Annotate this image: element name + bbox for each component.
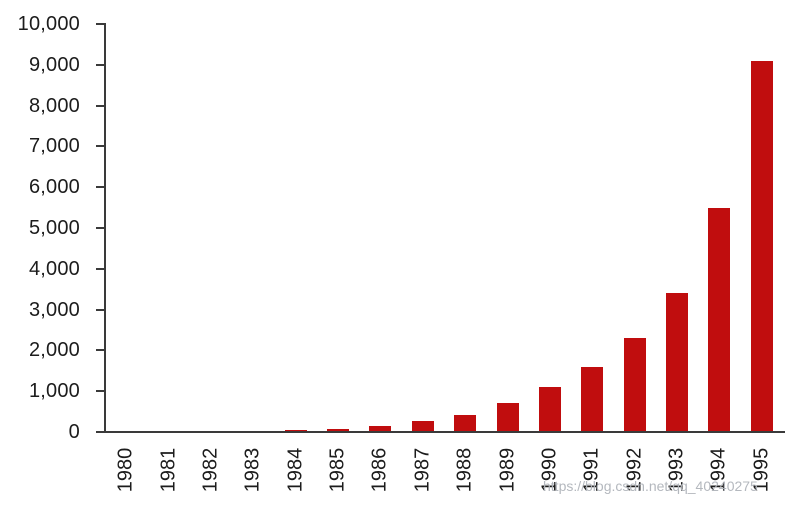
bar-slot [444, 24, 486, 432]
y-tick-label: 0 [68, 421, 80, 443]
y-tick-label: 1,000 [28, 380, 80, 403]
bar-slot [571, 24, 613, 432]
y-axis-tick [96, 145, 105, 148]
y-axis-tick [96, 104, 105, 107]
y-tick-label: 2,000 [28, 339, 80, 362]
y-tick-label: 5,000 [28, 217, 80, 239]
y-tick-label: 4,000 [28, 257, 80, 280]
y-tick-label: 9,000 [28, 53, 80, 76]
bar-slot [656, 24, 698, 432]
bar-slot [105, 24, 147, 432]
x-tick-label-1985: 1985 [326, 447, 349, 493]
bar-slot [402, 24, 444, 432]
bar-slot [698, 24, 740, 432]
bar-1984 [284, 429, 307, 432]
bar-slot [147, 24, 189, 432]
x-tick-label-1982: 1982 [199, 447, 222, 493]
y-axis-tick [96, 23, 105, 25]
bar-1986 [369, 425, 392, 432]
x-tick-label-1984: 1984 [284, 447, 307, 493]
bar-1985 [327, 428, 350, 432]
y-tick-label: 8,000 [28, 94, 80, 117]
y-axis-line [104, 23, 106, 433]
y-axis-tick [96, 63, 105, 66]
y-axis-tick [96, 308, 105, 311]
plot-area [105, 24, 783, 432]
y-tick-label: 10,000 [17, 13, 80, 35]
bar-slot [741, 24, 783, 432]
watermark: https://blog.csdn.net/qq_40240275 [543, 478, 758, 494]
y-axis-tick [96, 431, 105, 433]
x-tick-label-1989: 1989 [496, 447, 519, 493]
x-tick-label-1980: 1980 [114, 447, 137, 493]
y-axis-tick [96, 186, 105, 189]
bar-1989 [496, 402, 519, 432]
y-tick-label: 3,000 [28, 298, 80, 321]
bar-slot [529, 24, 571, 432]
bar-1993 [666, 293, 689, 432]
bar-slot [614, 24, 656, 432]
bar-slot [190, 24, 232, 432]
x-axis-line [104, 431, 785, 433]
y-tick-label: 7,000 [28, 135, 80, 158]
x-tick-label-1987: 1987 [411, 447, 434, 493]
bar-slot [359, 24, 401, 432]
bar-slot [275, 24, 317, 432]
bar-slot [317, 24, 359, 432]
x-tick-label-1981: 1981 [157, 447, 180, 493]
bar-slot [486, 24, 528, 432]
y-tick-label: 6,000 [28, 176, 80, 199]
bar-1991 [581, 366, 604, 432]
bar-1995 [750, 60, 773, 432]
x-tick-label-1986: 1986 [368, 447, 391, 493]
bar-slot [232, 24, 274, 432]
x-tick-label-1988: 1988 [453, 447, 476, 493]
bar-1994 [708, 207, 731, 432]
y-axis-tick [96, 267, 105, 270]
bar-1988 [454, 414, 477, 432]
bar-1992 [623, 338, 646, 432]
y-axis-tick [96, 390, 105, 393]
y-axis-tick [96, 349, 105, 352]
y-axis-tick [96, 227, 105, 229]
bar-1987 [411, 421, 434, 432]
x-tick-label-1983: 1983 [241, 447, 264, 493]
bar-1990 [538, 387, 561, 432]
